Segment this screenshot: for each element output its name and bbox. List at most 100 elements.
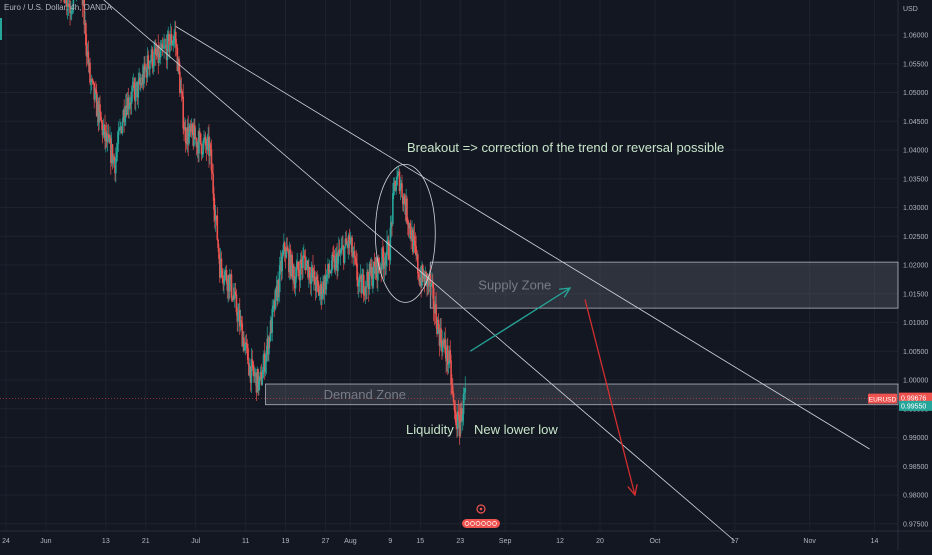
candle-body bbox=[344, 238, 347, 247]
candle-body bbox=[338, 249, 341, 254]
candle-body bbox=[185, 143, 188, 145]
candle-body bbox=[174, 31, 177, 45]
candle-body bbox=[229, 274, 232, 278]
candle-body bbox=[263, 353, 266, 372]
candle-body bbox=[156, 45, 159, 56]
candle-body bbox=[82, 0, 85, 5]
price-tick-label: 1.06000 bbox=[903, 33, 928, 40]
candle-body bbox=[96, 101, 99, 117]
candle-body bbox=[304, 258, 307, 271]
candle-body bbox=[72, 0, 75, 8]
candle-body bbox=[278, 265, 281, 293]
candle-body bbox=[423, 274, 426, 286]
candle-body bbox=[164, 45, 166, 47]
candle-body bbox=[372, 278, 374, 286]
candle-body bbox=[312, 267, 314, 279]
candle-body bbox=[447, 363, 450, 365]
candle-body bbox=[139, 83, 142, 86]
candle-body bbox=[163, 46, 165, 48]
candle-body bbox=[314, 284, 317, 292]
price-tick-label: 1.05000 bbox=[903, 90, 928, 97]
candle-body bbox=[387, 240, 390, 260]
candle-body bbox=[317, 280, 319, 286]
event-marker-item bbox=[481, 521, 486, 526]
candle-body bbox=[368, 263, 371, 290]
time-tick-label: Oct bbox=[649, 538, 660, 545]
candle-body bbox=[170, 34, 173, 46]
candle-body bbox=[305, 262, 308, 271]
candle-body bbox=[273, 300, 275, 307]
candle-body bbox=[143, 63, 145, 84]
candle-body bbox=[134, 83, 137, 102]
candle-body bbox=[107, 134, 110, 136]
candle-body bbox=[66, 6, 69, 7]
candle-body bbox=[402, 195, 405, 205]
candle-body bbox=[438, 329, 441, 346]
candle-body bbox=[213, 193, 215, 210]
candle-body bbox=[253, 371, 255, 377]
candle-body bbox=[285, 247, 288, 258]
candle-body bbox=[219, 258, 222, 278]
candle-body bbox=[413, 235, 416, 241]
candle-body bbox=[272, 306, 274, 309]
candle-body bbox=[351, 237, 353, 257]
candle-body bbox=[239, 320, 242, 327]
candle-body bbox=[421, 265, 424, 279]
candle-body bbox=[346, 244, 348, 245]
price-tick-label: 1.00500 bbox=[903, 349, 928, 356]
candle-body bbox=[94, 89, 96, 100]
candle-body bbox=[395, 185, 397, 191]
candle-body bbox=[167, 33, 170, 35]
candle-body bbox=[349, 242, 352, 244]
candle-body bbox=[426, 273, 428, 287]
candle-body bbox=[451, 385, 454, 394]
candle-body bbox=[276, 286, 279, 301]
candle-body bbox=[308, 267, 311, 279]
candle-body bbox=[175, 44, 178, 48]
candle-body bbox=[93, 82, 95, 100]
candle-body bbox=[270, 320, 273, 333]
candle-body bbox=[311, 267, 313, 274]
event-marker-item bbox=[486, 521, 492, 526]
candle-body bbox=[257, 369, 259, 391]
candle-body bbox=[131, 87, 134, 92]
candle-body bbox=[358, 276, 361, 282]
candle-body bbox=[449, 350, 452, 361]
event-marker-strip[interactable] bbox=[462, 519, 500, 528]
candle-body bbox=[251, 359, 254, 362]
candle-body bbox=[436, 319, 439, 334]
candle-body bbox=[64, 2, 66, 4]
candle-body bbox=[435, 303, 437, 325]
breakout-text: Breakout => correction of the trend or r… bbox=[407, 140, 724, 155]
breakout-circle bbox=[374, 163, 436, 303]
candle-body bbox=[70, 11, 73, 13]
candle-body bbox=[249, 366, 252, 383]
supply-zone-label: Supply Zone bbox=[478, 278, 551, 293]
candle-body bbox=[450, 360, 452, 385]
time-axis[interactable]: 24 Jun 13 21 Jul 11 19 27 Aug 9 15 23 Sep 12 20 Oct 17 No… bbox=[2, 538, 878, 545]
candle-body bbox=[231, 297, 234, 301]
red-arrow-head bbox=[627, 484, 638, 497]
candle-body bbox=[71, 7, 74, 12]
candle-body bbox=[188, 132, 190, 144]
candle-body bbox=[454, 410, 457, 413]
candle-body bbox=[183, 128, 185, 131]
candle-body bbox=[279, 261, 282, 266]
candle-body bbox=[122, 109, 125, 123]
candle-body bbox=[292, 265, 294, 281]
candle-body bbox=[197, 142, 199, 154]
candle-body bbox=[206, 138, 209, 150]
candle-body bbox=[418, 277, 421, 285]
candle-body bbox=[383, 262, 386, 269]
candle-body bbox=[330, 270, 333, 273]
candle-body bbox=[463, 392, 466, 394]
candle-body bbox=[460, 408, 462, 423]
candle-body bbox=[341, 246, 343, 250]
candle-body bbox=[275, 286, 278, 289]
candle-body bbox=[200, 143, 203, 155]
candle-body bbox=[113, 156, 115, 161]
candle-body bbox=[322, 281, 325, 294]
event-marker-icon[interactable] bbox=[476, 504, 486, 514]
